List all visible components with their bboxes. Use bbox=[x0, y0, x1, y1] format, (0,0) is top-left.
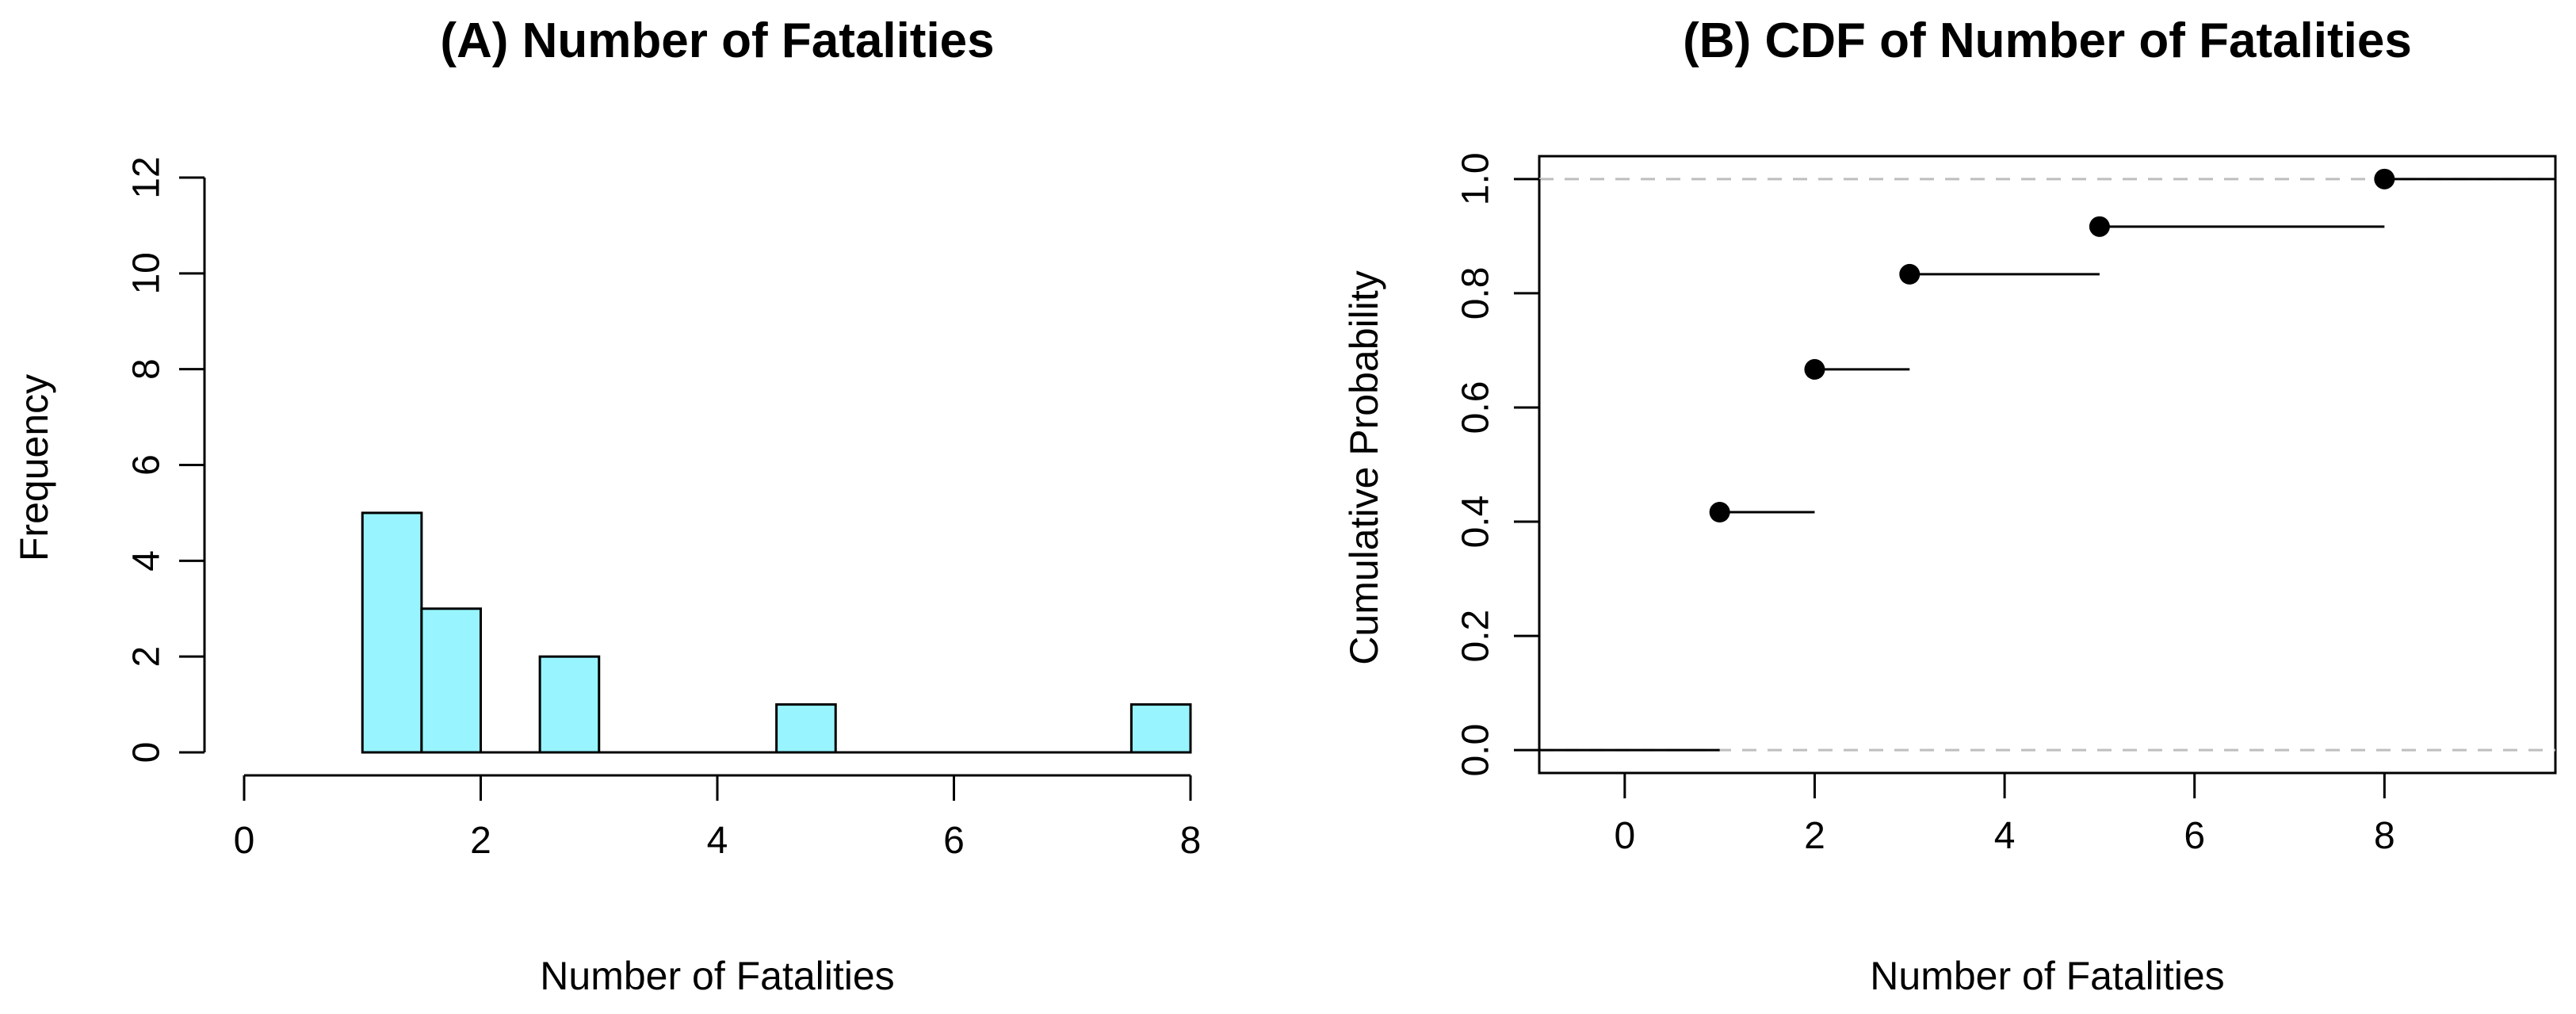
histogram-y-tick-label: 10 bbox=[126, 252, 168, 294]
cdf-title: (B) CDF of Number of Fatalities bbox=[1683, 13, 2412, 68]
histogram-bars bbox=[361, 511, 1192, 754]
histogram-y-tick-label: 4 bbox=[126, 550, 168, 572]
cdf-x-tick-label: 8 bbox=[2374, 815, 2395, 857]
histogram-y-axis-label: Frequency bbox=[12, 374, 56, 561]
cdf-point bbox=[1899, 263, 1921, 285]
cdf-panel: (B) CDF of Number of Fatalities Number o… bbox=[1342, 13, 2557, 998]
histogram-x-tick-label: 0 bbox=[234, 820, 255, 862]
cdf-y-tick-label: 1.0 bbox=[1455, 152, 1497, 205]
cdf-x-axis-label: Number of Fatalities bbox=[1870, 954, 2224, 998]
histogram-y-tick-label: 12 bbox=[126, 156, 168, 198]
cdf-steps bbox=[1539, 168, 2555, 752]
cdf-x-tick-label: 4 bbox=[1994, 815, 2016, 857]
cdf-y-axis: 0.0 0.2 0.4 0.6 0.8 1.0 bbox=[1455, 152, 1541, 777]
histogram-x-tick-label: 2 bbox=[470, 820, 491, 862]
cdf-y-tick-label: 0.2 bbox=[1455, 610, 1497, 663]
histogram-y-tick-label: 2 bbox=[126, 646, 168, 668]
histogram-x-axis: 0 2 4 6 8 bbox=[234, 774, 1202, 862]
cdf-x-tick-label: 0 bbox=[1614, 815, 1635, 857]
cdf-reference-lines bbox=[1539, 178, 2555, 752]
histogram-bar bbox=[538, 655, 601, 754]
cdf-y-axis-label: Cumulative Probability bbox=[1342, 270, 1386, 664]
histogram-x-tick-label: 8 bbox=[1180, 820, 1202, 862]
cdf-y-tick-label: 0.6 bbox=[1455, 381, 1497, 434]
histogram-bar bbox=[1129, 703, 1192, 754]
cdf-point bbox=[1709, 502, 1730, 523]
cdf-x-axis: 0 2 4 6 8 bbox=[1614, 771, 2395, 857]
cdf-point bbox=[1804, 358, 1825, 380]
histogram-x-axis-label: Number of Fatalities bbox=[540, 954, 894, 998]
cdf-plot-frame bbox=[1538, 155, 2557, 775]
histogram-y-tick-label: 6 bbox=[126, 454, 168, 476]
cdf-y-tick-label: 0.8 bbox=[1455, 267, 1497, 320]
cdf-x-tick-label: 2 bbox=[1804, 815, 1825, 857]
histogram-x-tick-label: 4 bbox=[707, 820, 728, 862]
histogram-bar bbox=[361, 511, 423, 754]
histogram-bar bbox=[420, 607, 482, 754]
histogram-y-tick-label: 0 bbox=[126, 742, 168, 763]
cdf-x-tick-label: 6 bbox=[2184, 815, 2205, 857]
histogram-y-axis: 0 2 4 6 8 10 12 bbox=[126, 156, 206, 763]
cdf-y-tick-label: 0.4 bbox=[1455, 496, 1497, 549]
cdf-point bbox=[2089, 216, 2110, 237]
histogram-bar bbox=[775, 703, 837, 754]
cdf-point bbox=[2374, 168, 2395, 189]
histogram-y-tick-label: 8 bbox=[126, 358, 168, 380]
histogram-x-tick-label: 6 bbox=[943, 820, 965, 862]
histogram-title: (A) Number of Fatalities bbox=[440, 13, 994, 68]
histogram-panel: (A) Number of Fatalities Number of Fatal… bbox=[12, 13, 1201, 998]
cdf-y-tick-label: 0.0 bbox=[1455, 724, 1497, 777]
